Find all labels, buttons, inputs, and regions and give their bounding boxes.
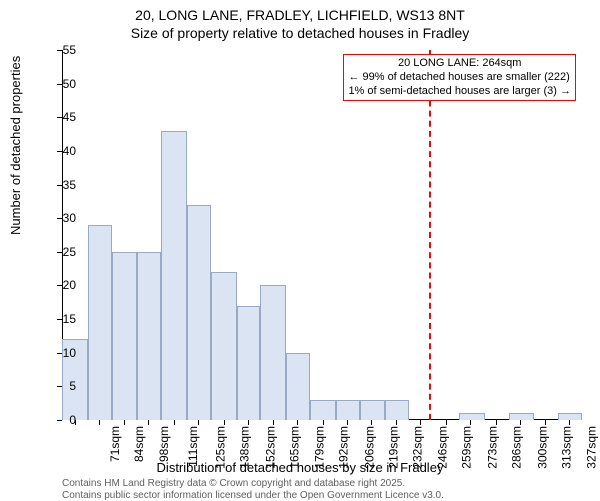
x-tick-label: 286sqm xyxy=(510,426,524,469)
x-tick-label: 111sqm xyxy=(186,426,200,467)
histogram-bar xyxy=(509,413,535,420)
y-tick-label: 20 xyxy=(46,278,76,292)
x-tick xyxy=(545,420,546,425)
plot-region: 20 LONG LANE: 264sqm← 99% of detached ho… xyxy=(62,50,582,420)
histogram-bar xyxy=(88,225,112,420)
x-tick-label: 71sqm xyxy=(108,426,122,462)
x-tick xyxy=(569,420,570,425)
x-tick-label: 232sqm xyxy=(410,426,424,469)
footer-attribution: Contains HM Land Registry data © Crown c… xyxy=(62,478,444,501)
histogram-bar xyxy=(161,131,187,420)
x-tick-label: 219sqm xyxy=(387,426,401,469)
footer-line-1: Contains HM Land Registry data © Crown c… xyxy=(62,478,444,490)
x-tick xyxy=(198,420,199,425)
y-tick-label: 50 xyxy=(46,77,76,91)
histogram-bar xyxy=(187,205,211,420)
annotation-line-3: 1% of semi-detached houses are larger (3… xyxy=(348,85,571,99)
x-tick-label: 327sqm xyxy=(585,426,599,469)
x-tick-label: 192sqm xyxy=(337,426,351,469)
y-tick-label: 45 xyxy=(46,110,76,124)
y-tick-label: 5 xyxy=(46,379,76,393)
x-tick xyxy=(323,420,324,425)
x-tick xyxy=(371,420,372,425)
x-tick xyxy=(470,420,471,425)
footer-line-2: Contains public sector information licen… xyxy=(62,490,444,501)
title-line-1: 20, LONG LANE, FRADLEY, LICHFIELD, WS13 … xyxy=(0,6,600,24)
x-tick xyxy=(297,420,298,425)
histogram-bar xyxy=(360,400,386,420)
y-axis-label: Number of detached properties xyxy=(8,56,23,235)
y-tick-label: 35 xyxy=(46,178,76,192)
annotation-line-2: ← 99% of detached houses are smaller (22… xyxy=(348,71,571,85)
x-tick-label: 84sqm xyxy=(132,426,146,462)
x-tick xyxy=(224,420,225,425)
x-tick-label: 206sqm xyxy=(363,426,377,469)
y-tick-label: 40 xyxy=(46,144,76,158)
x-tick xyxy=(273,420,274,425)
x-tick-label: 98sqm xyxy=(158,426,172,462)
x-tick-label: 259sqm xyxy=(460,426,474,469)
y-tick-label: 0 xyxy=(46,413,76,427)
x-tick xyxy=(446,420,447,425)
x-tick xyxy=(99,420,100,425)
x-tick xyxy=(174,420,175,425)
y-tick-label: 55 xyxy=(46,43,76,57)
x-tick xyxy=(520,420,521,425)
property-marker-line xyxy=(429,50,431,420)
y-tick-label: 25 xyxy=(46,245,76,259)
histogram-bar xyxy=(112,252,138,420)
histogram-bar xyxy=(385,400,409,420)
x-tick-label: 179sqm xyxy=(313,426,327,469)
chart-title: 20, LONG LANE, FRADLEY, LICHFIELD, WS13 … xyxy=(0,0,600,42)
x-tick-label: 313sqm xyxy=(559,426,573,469)
histogram-bar xyxy=(558,413,582,420)
histogram-bar xyxy=(260,285,286,420)
x-tick xyxy=(124,420,125,425)
chart-area: 20 LONG LANE: 264sqm← 99% of detached ho… xyxy=(62,50,582,420)
histogram-bar xyxy=(237,306,261,420)
x-tick xyxy=(148,420,149,425)
x-tick-label: 246sqm xyxy=(436,426,450,469)
x-tick xyxy=(496,420,497,425)
annotation-line-1: 20 LONG LANE: 264sqm xyxy=(348,57,571,71)
x-tick-label: 165sqm xyxy=(287,426,301,469)
annotation-box: 20 LONG LANE: 264sqm← 99% of detached ho… xyxy=(343,54,576,101)
histogram-bar xyxy=(459,413,485,420)
x-tick xyxy=(347,420,348,425)
title-line-2: Size of property relative to detached ho… xyxy=(0,24,600,42)
y-tick-label: 15 xyxy=(46,312,76,326)
histogram-bar xyxy=(137,252,161,420)
y-tick-label: 10 xyxy=(46,346,76,360)
x-tick xyxy=(420,420,421,425)
histogram-bar xyxy=(336,400,360,420)
x-tick-label: 125sqm xyxy=(214,426,228,469)
histogram-bar xyxy=(211,272,237,420)
x-tick-label: 138sqm xyxy=(238,426,252,469)
y-tick-label: 30 xyxy=(46,211,76,225)
histogram-bar xyxy=(310,400,336,420)
histogram-bar xyxy=(286,353,310,420)
x-tick-label: 152sqm xyxy=(263,426,277,469)
x-tick-label: 273sqm xyxy=(486,426,500,469)
x-tick xyxy=(396,420,397,425)
x-tick xyxy=(248,420,249,425)
x-tick-label: 300sqm xyxy=(535,426,549,469)
